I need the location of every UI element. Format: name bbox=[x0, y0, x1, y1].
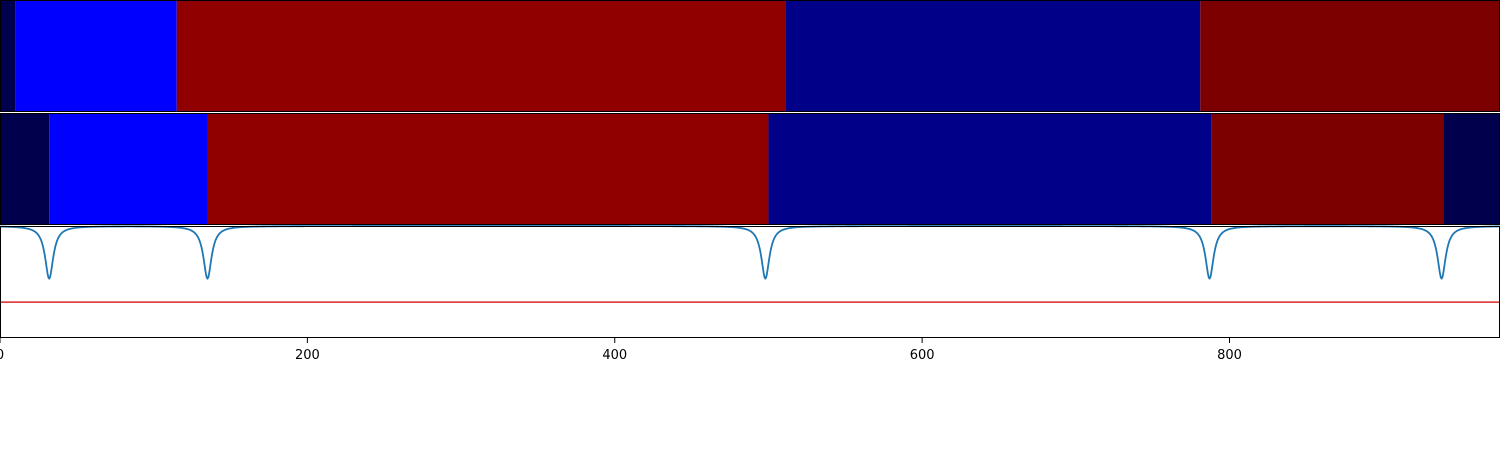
x-axis: 0 200 400 600 800 bbox=[0, 338, 1242, 363]
heatmap-top-segment-3 bbox=[785, 0, 1201, 112]
x-tick-label-800: 800 bbox=[1217, 348, 1242, 363]
heatmap-middle-segment-2 bbox=[207, 113, 769, 225]
heatmap-top-segment-4 bbox=[1200, 0, 1500, 112]
heatmap-middle-segment-0 bbox=[0, 113, 50, 225]
heatmap-top-segment-2 bbox=[176, 0, 786, 112]
heatmap-middle-segment-5 bbox=[1443, 113, 1500, 225]
x-tick-label-600: 600 bbox=[910, 348, 935, 363]
heatmap-top-segment-1 bbox=[15, 0, 177, 112]
x-tick-label-0: 0 bbox=[0, 348, 4, 363]
x-tick-label-200: 200 bbox=[295, 348, 320, 363]
x-tick-label-400: 400 bbox=[602, 348, 627, 363]
heatmap-panel-top bbox=[0, 0, 1500, 112]
heatmap-middle-segment-3 bbox=[768, 113, 1212, 225]
heatmap-panel-middle bbox=[0, 113, 1500, 225]
line-panel-background bbox=[0, 226, 1500, 338]
heatmap-middle-segment-1 bbox=[49, 113, 208, 225]
heatmap-top-segment-0 bbox=[0, 0, 16, 112]
line-panel-bottom bbox=[0, 225, 1500, 338]
heatmap-middle-segment-4 bbox=[1211, 113, 1444, 225]
